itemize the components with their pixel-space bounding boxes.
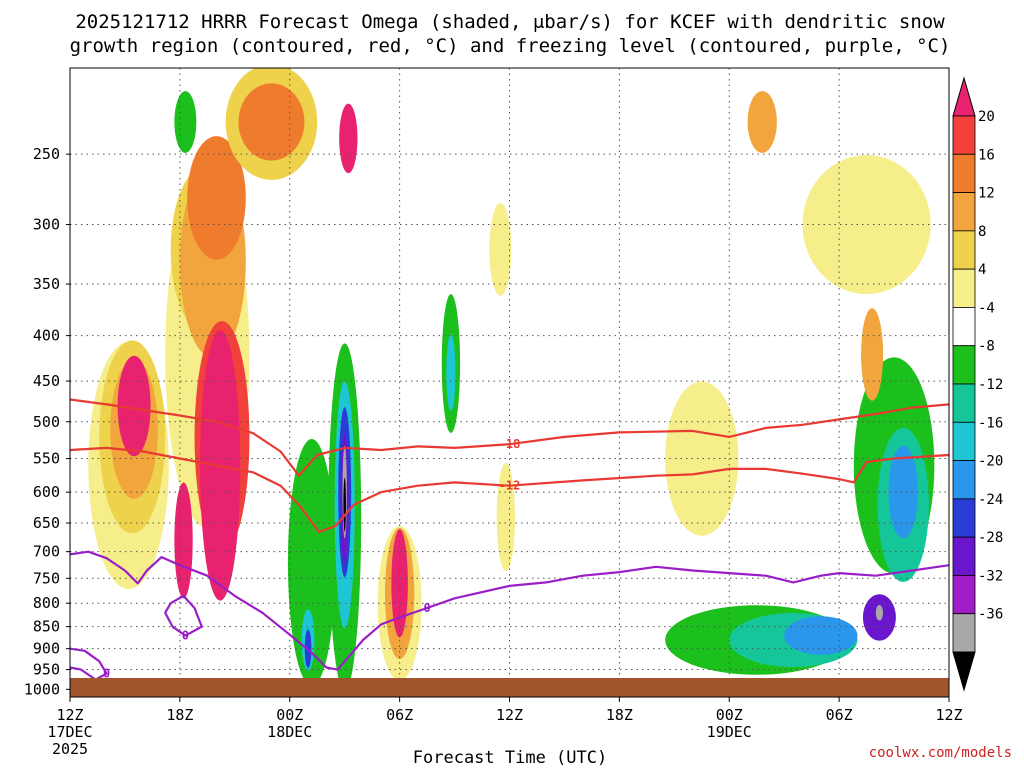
y-tick-label-650: 650	[33, 514, 60, 532]
colorbar-bin-13	[952, 575, 976, 615]
contour-line-2	[70, 550, 949, 671]
y-tick-label-450: 450	[33, 372, 60, 390]
x-tick-label-0: 12Z	[56, 706, 83, 724]
y-tick-label-550: 550	[33, 450, 60, 468]
omega-region-36	[888, 445, 918, 539]
y-tick-label-350: 350	[33, 275, 60, 293]
pressure-axis: 250 300 350 400 450 500 550 600 650 700 750 800 850 9…	[24, 145, 70, 698]
x-tick-label-12: 00Z	[276, 706, 303, 724]
contour-label-0: -12	[499, 479, 521, 493]
colorbar-label-10: -24	[978, 492, 1003, 508]
y-tick-label-850: 850	[33, 618, 60, 636]
omega-region-13	[339, 103, 358, 174]
y-tick-label-750: 750	[33, 569, 60, 587]
ground-terrain	[70, 678, 949, 697]
omega-region-37	[802, 155, 931, 295]
y-tick-label-300: 300	[33, 216, 60, 234]
y-tick-label-700: 700	[33, 543, 60, 561]
colorbar-label-6: -8	[978, 339, 995, 355]
colorbar-top-arrow	[952, 76, 976, 117]
contour-label-1: -18	[499, 437, 521, 451]
x-tick-label-30: 18Z	[606, 706, 633, 724]
colorbar-bin-1	[952, 115, 976, 155]
contour-line-4	[70, 647, 108, 681]
colorbar-bin-9	[952, 421, 976, 461]
colorbar-bin-5	[952, 268, 976, 308]
omega-region-40	[875, 605, 884, 621]
x-axis-label: Forecast Time (UTC)	[413, 748, 607, 768]
colorbar-bin-6	[952, 307, 976, 347]
omega-region-10	[174, 482, 193, 599]
x-tick-label-18: 06Z	[386, 706, 413, 724]
chart-title-line1: 2025121712 HRRR Forecast Omega (shaded, …	[75, 11, 945, 33]
colorbar-bin-7	[952, 345, 976, 385]
contour-line-3	[164, 594, 203, 637]
y-tick-label-900: 900	[33, 640, 60, 658]
credit-text: coolwx.com/models	[869, 745, 1012, 761]
colorbar-label-11: -28	[978, 530, 1003, 546]
colorbar-label-5: -4	[978, 300, 995, 316]
colorbar-label-8: -16	[978, 415, 1003, 431]
colorbar-label-12: -32	[978, 568, 1003, 584]
colorbar-bin-10	[952, 460, 976, 500]
colorbar-label-3: 8	[978, 224, 986, 240]
colorbar-bin-4	[952, 230, 976, 270]
x-tick-label-36: 00Z	[716, 706, 743, 724]
omega-region-30	[496, 463, 515, 572]
plot-area: -12-180000	[69, 67, 950, 698]
omega-region-42	[665, 381, 739, 536]
colorbar-bin-11	[952, 498, 976, 538]
contour-line-0	[70, 446, 949, 533]
contour-label-3: 0	[182, 629, 189, 643]
colorbar-bin-2	[952, 153, 976, 193]
contour-label-2: 0	[423, 601, 430, 615]
colorbar-label-1: 16	[978, 147, 995, 163]
colorbar: 20 16 12 8 4 -4 -8 -12 -16 -20 -24 -28 -32 -36	[952, 76, 1003, 692]
contour-label-4: 0	[103, 667, 110, 681]
omega-region-26	[391, 529, 408, 638]
omega-region-15	[287, 438, 336, 687]
colorbar-bottom-arrow	[952, 651, 976, 692]
contour-line-1	[70, 398, 949, 477]
x-tick-sublabel-12: 18DEC	[267, 723, 312, 741]
x-tick-label-24: 12Z	[496, 706, 523, 724]
y-tick-label-800: 800	[33, 594, 60, 612]
chart-title-line2: growth region (contoured, red, °C) and f…	[70, 35, 951, 57]
x-tick-label-6: 18Z	[166, 706, 193, 724]
omega-region-12	[238, 83, 305, 161]
colorbar-label-2: 12	[978, 186, 995, 202]
y-tick-label-1000: 1000	[24, 680, 60, 698]
colorbar-label-4: 4	[978, 262, 986, 278]
omega-region-41	[747, 91, 777, 153]
grid-lines	[70, 68, 949, 697]
x-tick-sublabel-0: 17DEC	[47, 723, 92, 741]
colorbar-bin-12	[952, 536, 976, 576]
omega-shading	[88, 68, 935, 691]
colorbar-bin-3	[952, 192, 976, 232]
omega-region-38	[861, 308, 884, 401]
omega-region-7	[187, 136, 246, 260]
omega-region-29	[489, 203, 512, 296]
x-tick-label-42: 06Z	[826, 706, 853, 724]
y-tick-label-400: 400	[33, 327, 60, 345]
colorbar-label-0: 20	[978, 109, 995, 125]
y-tick-label-950: 950	[33, 661, 60, 679]
colorbar-bin-14	[952, 613, 976, 653]
y-tick-label-500: 500	[33, 413, 60, 431]
omega-region-14	[174, 91, 197, 153]
x-tick-label-48: 12Z	[935, 706, 962, 724]
colorbar-label-13: -36	[978, 607, 1003, 623]
omega-region-21	[343, 477, 346, 532]
colorbar-label-9: -20	[978, 454, 1003, 470]
x-tick-sublabel2-0: 2025	[52, 740, 88, 758]
y-tick-label-250: 250	[33, 145, 60, 163]
x-tick-sublabel-36: 19DEC	[707, 723, 752, 741]
colorbar-bin-8	[952, 383, 976, 423]
y-tick-label-600: 600	[33, 483, 60, 501]
omega-region-28	[446, 333, 456, 412]
omega-region-33	[784, 616, 858, 655]
colorbar-label-7: -12	[978, 377, 1003, 393]
